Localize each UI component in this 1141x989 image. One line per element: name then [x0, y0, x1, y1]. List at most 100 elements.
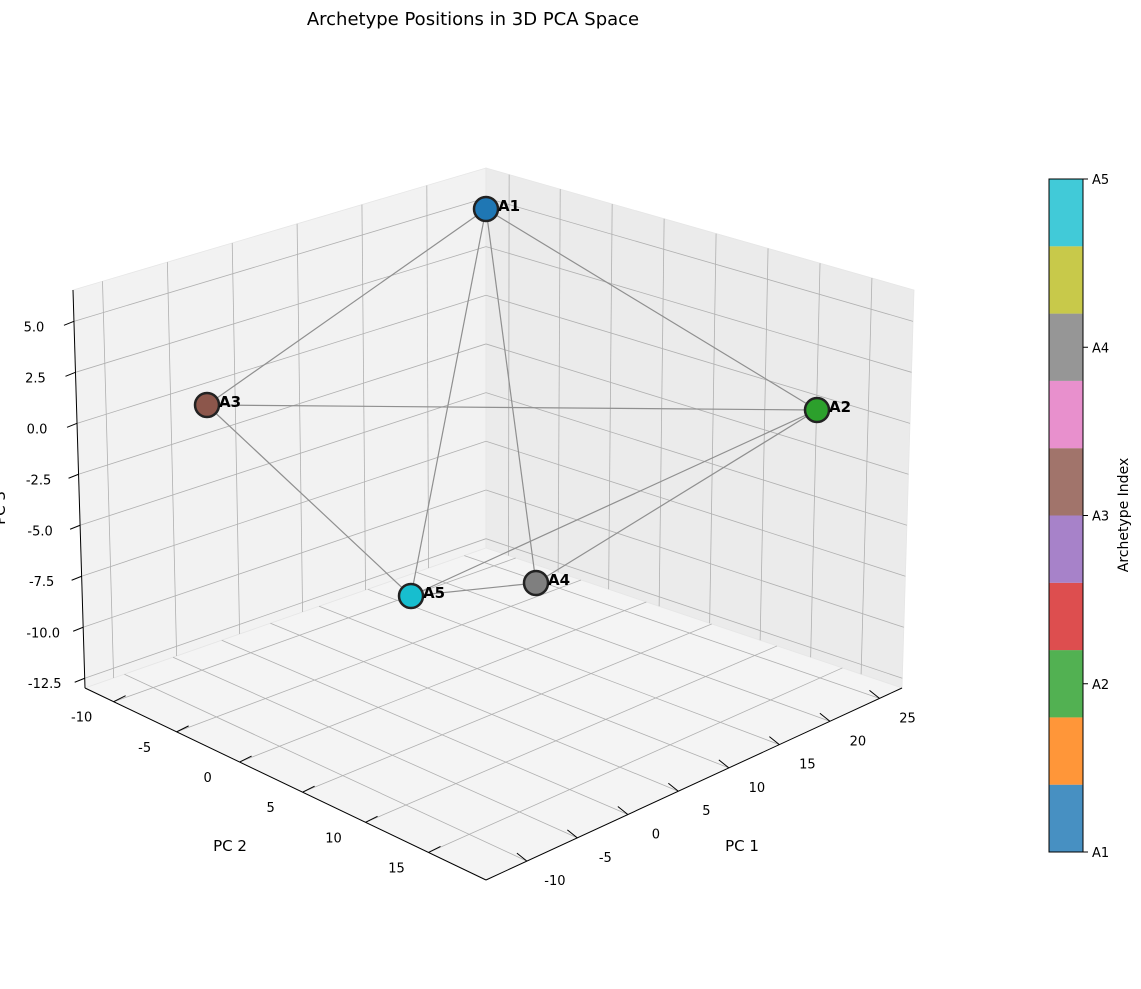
x-axis-ticks: -10 -5 0 5 10 15 20 25 30 — [0, 0, 916, 889]
z-tick — [71, 575, 82, 581]
colorbar-segment — [1049, 784, 1083, 852]
z-axis-line — [72, 289, 86, 689]
z-tick-label: 0.0 — [27, 422, 48, 437]
y-tick — [428, 846, 441, 853]
z-tick-label: 5.0 — [24, 320, 45, 335]
gridline — [485, 197, 914, 322]
gridline — [361, 204, 366, 591]
y-tick-label: 5 — [266, 801, 274, 816]
y-tick — [365, 815, 378, 823]
colorbar-segment — [1049, 515, 1083, 583]
gridline — [709, 233, 717, 624]
z-tick — [68, 473, 79, 479]
edge-A2-A5 — [410, 409, 818, 597]
point-A2 — [803, 396, 831, 424]
colorbar-tick-label: A5 — [1092, 173, 1109, 188]
x-tick-label: 25 — [899, 711, 916, 726]
x-tick-label: -5 — [599, 851, 612, 866]
colorbar-segment — [1049, 246, 1083, 314]
gridline — [296, 223, 303, 613]
gridline — [84, 538, 487, 679]
z-tick — [72, 626, 84, 632]
y-axis-ticks: -10 -5 0 5 10 15 — [71, 695, 441, 876]
colorbar-segment — [1049, 380, 1083, 449]
z-tick — [69, 524, 81, 530]
x-tick — [718, 759, 730, 769]
z-tick — [63, 320, 75, 326]
point-label-A2: A2 — [829, 398, 851, 416]
x-tick-label: 0 — [652, 828, 660, 843]
y-tick — [176, 725, 189, 733]
colorbar-segment — [1049, 717, 1083, 785]
gridline — [485, 489, 904, 628]
x-axis-line — [485, 687, 903, 881]
point-A4 — [522, 569, 550, 597]
gridline — [176, 579, 582, 733]
edge-A3-A5 — [206, 404, 412, 597]
colorbar-tick-label: A3 — [1092, 510, 1109, 525]
gridlines — [73, 174, 914, 862]
x-tick — [819, 712, 831, 722]
gridline — [416, 571, 831, 722]
point-A1 — [472, 195, 500, 223]
chart-title: Archetype Positions in 3D PCA Space — [307, 9, 639, 30]
y-tick-label: 10 — [325, 831, 342, 846]
z-tick-label: -5.0 — [27, 524, 52, 539]
gridline — [81, 440, 487, 577]
y-tick — [302, 785, 315, 793]
gridline — [658, 218, 665, 607]
z-tick-label: 2.5 — [25, 371, 46, 386]
gridline — [78, 343, 487, 475]
gridline — [860, 277, 873, 675]
y-axis-line — [84, 687, 487, 881]
edge-A1-A2 — [485, 208, 818, 411]
x-tick-label: 5 — [702, 804, 710, 819]
gridline — [76, 294, 487, 424]
z-tick — [74, 677, 85, 683]
colorbar-segment — [1049, 179, 1083, 247]
z-axis-label: PC 3 — [0, 491, 9, 525]
gridline — [102, 281, 115, 679]
gridline — [172, 656, 578, 839]
gridline — [367, 588, 780, 745]
point-A5 — [397, 582, 425, 610]
gridline — [270, 622, 679, 792]
y-tick-label: 15 — [388, 861, 405, 876]
gridline — [485, 538, 903, 679]
gridline — [485, 392, 908, 526]
colorbar-label: Archetype Index — [1116, 458, 1132, 572]
colorbar-tick-label: A4 — [1092, 341, 1109, 356]
z-tick-label: -12.5 — [28, 677, 62, 692]
x-tick — [769, 736, 780, 745]
x-tick-label: 30 — [0, 0, 8, 4]
edges — [206, 208, 818, 597]
gridline — [239, 601, 647, 763]
axis-panes — [72, 167, 915, 881]
z-axis-ticks: -12.5 -10.0 -7.5 -5.0 -2.5 0.0 2.5 5.0 — [24, 320, 85, 692]
gridline — [365, 645, 778, 823]
z-tick-label: -2.5 — [26, 473, 51, 488]
gridline — [557, 189, 561, 573]
gridline — [759, 248, 769, 641]
colorbar-segment — [1049, 582, 1083, 651]
colorbar-tick-label: A2 — [1092, 678, 1109, 693]
colorbar-ticks: A1 A2 A3 A4 A5 — [1083, 173, 1109, 861]
gridline — [318, 605, 730, 769]
gridline — [79, 392, 487, 526]
edge-A1-A4 — [485, 208, 537, 584]
point-label-A3: A3 — [219, 393, 241, 411]
gridline — [124, 673, 528, 862]
gridline — [302, 623, 712, 793]
point-label-A1: A1 — [498, 197, 520, 215]
gridline — [75, 246, 487, 373]
x-tick-label: 10 — [749, 781, 766, 796]
x-axis-label: PC 1 — [725, 837, 759, 855]
colorbar-segment — [1049, 448, 1083, 516]
x-tick — [516, 852, 528, 862]
gridline — [113, 557, 516, 703]
x-tick — [567, 829, 578, 839]
point-label-A5: A5 — [423, 584, 445, 602]
gridline — [485, 440, 906, 577]
colorbar-segment — [1049, 313, 1083, 381]
